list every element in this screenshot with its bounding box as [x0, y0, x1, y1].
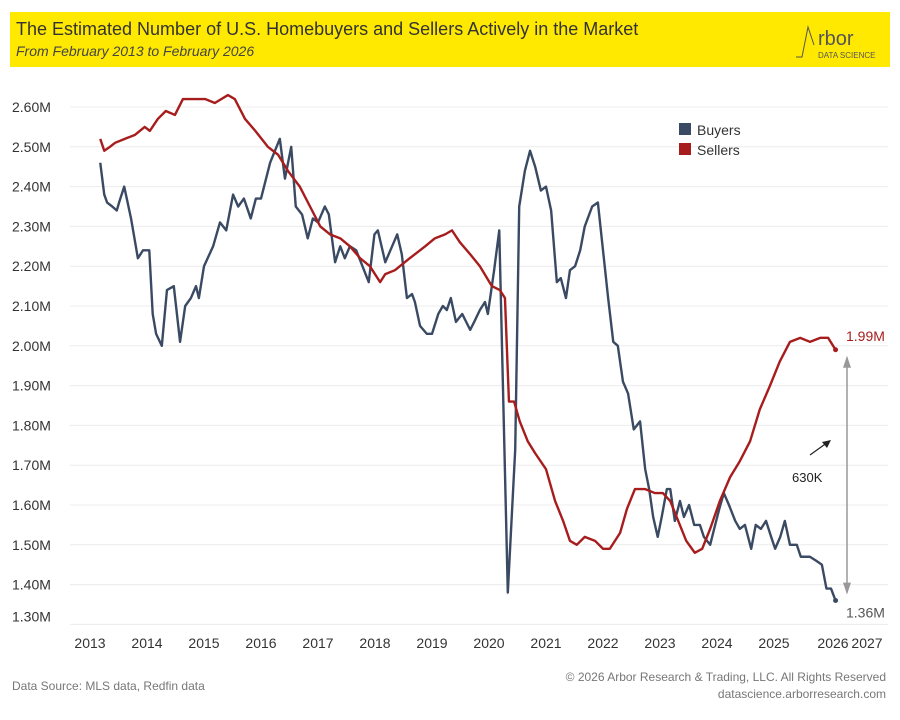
- y-tick-label: 2.00M: [12, 338, 51, 354]
- x-tick-label: 2016: [245, 635, 276, 650]
- y-tick-label: 2.60M: [12, 99, 51, 115]
- legend-label-buyers: Buyers: [697, 122, 741, 138]
- y-tick-label: 2.50M: [12, 139, 51, 155]
- gap-label: 630K: [792, 470, 823, 485]
- svg-text:DATA SCIENCE: DATA SCIENCE: [818, 51, 876, 60]
- y-tick-label: 2.10M: [12, 298, 51, 314]
- website-link[interactable]: datascience.arborresearch.com: [717, 687, 886, 701]
- y-tick-label: 2.30M: [12, 218, 51, 234]
- legend-swatch-buyers: [679, 123, 691, 135]
- y-tick-label: 1.90M: [12, 378, 51, 394]
- buyers-end-label: 1.36M: [846, 605, 885, 621]
- x-tick-label: 2026: [817, 635, 848, 650]
- y-tick-label: 2.20M: [12, 258, 51, 274]
- x-tick-label: 2023: [644, 635, 675, 650]
- x-tick-label: 2018: [359, 635, 390, 650]
- arbor-logo: rbor DATA SCIENCE: [796, 25, 876, 60]
- data-source: Data Source: MLS data, Redfin data: [12, 679, 205, 693]
- x-tick-label: 2014: [131, 635, 162, 650]
- y-tick-label: 1.80M: [12, 417, 51, 433]
- chart-subtitle: From February 2013 to February 2026: [16, 43, 255, 59]
- legend-swatch-sellers: [679, 143, 691, 155]
- x-tick-label: 2015: [188, 635, 219, 650]
- copyright: © 2026 Arbor Research & Trading, LLC. Al…: [565, 670, 886, 684]
- chart-title: The Estimated Number of U.S. Homebuyers …: [16, 19, 639, 39]
- y-tick-label: 2.40M: [12, 179, 51, 195]
- gap-arrow-head-down: [843, 582, 851, 595]
- x-tick-label: 2024: [701, 635, 732, 650]
- legend: Buyers Sellers: [679, 122, 741, 158]
- x-tick-label: 2017: [302, 635, 333, 650]
- sellers-end-point: [833, 347, 839, 353]
- y-tick-label: 1.50M: [12, 537, 51, 553]
- y-tick-label: 1.70M: [12, 457, 51, 473]
- line-chart: 1.30M 1.40M 1.50M 1.60M 1.70M 1.80M 1.90M 2.00M…: [12, 93, 888, 650]
- sellers-end-label: 1.99M: [846, 328, 885, 344]
- x-tick-label: 2019: [416, 635, 447, 650]
- x-tick-label: 2013: [74, 635, 105, 650]
- buyers-end-point: [833, 598, 839, 604]
- y-tick-label: 1.40M: [12, 577, 51, 593]
- buyers-line: [99, 137, 837, 601]
- svg-text:rbor: rbor: [818, 28, 854, 50]
- y-tick-label: 1.60M: [12, 497, 51, 513]
- x-tick-label: 2027: [851, 635, 882, 650]
- legend-label-sellers: Sellers: [697, 142, 740, 158]
- pointer-arrow-head: [822, 440, 831, 448]
- x-tick-label: 2025: [758, 635, 789, 650]
- gap-arrow-head-up: [843, 355, 851, 368]
- sellers-line: [99, 93, 837, 554]
- x-tick-label: 2020: [473, 635, 504, 650]
- footer-credits: © 2026 Arbor Research & Trading, LLC. Al…: [566, 669, 886, 703]
- x-tick-label: 2021: [530, 635, 561, 650]
- x-tick-label: 2022: [587, 635, 618, 650]
- y-tick-label: 1.30M: [12, 608, 51, 624]
- header-banner: The Estimated Number of U.S. Homebuyers …: [10, 12, 890, 67]
